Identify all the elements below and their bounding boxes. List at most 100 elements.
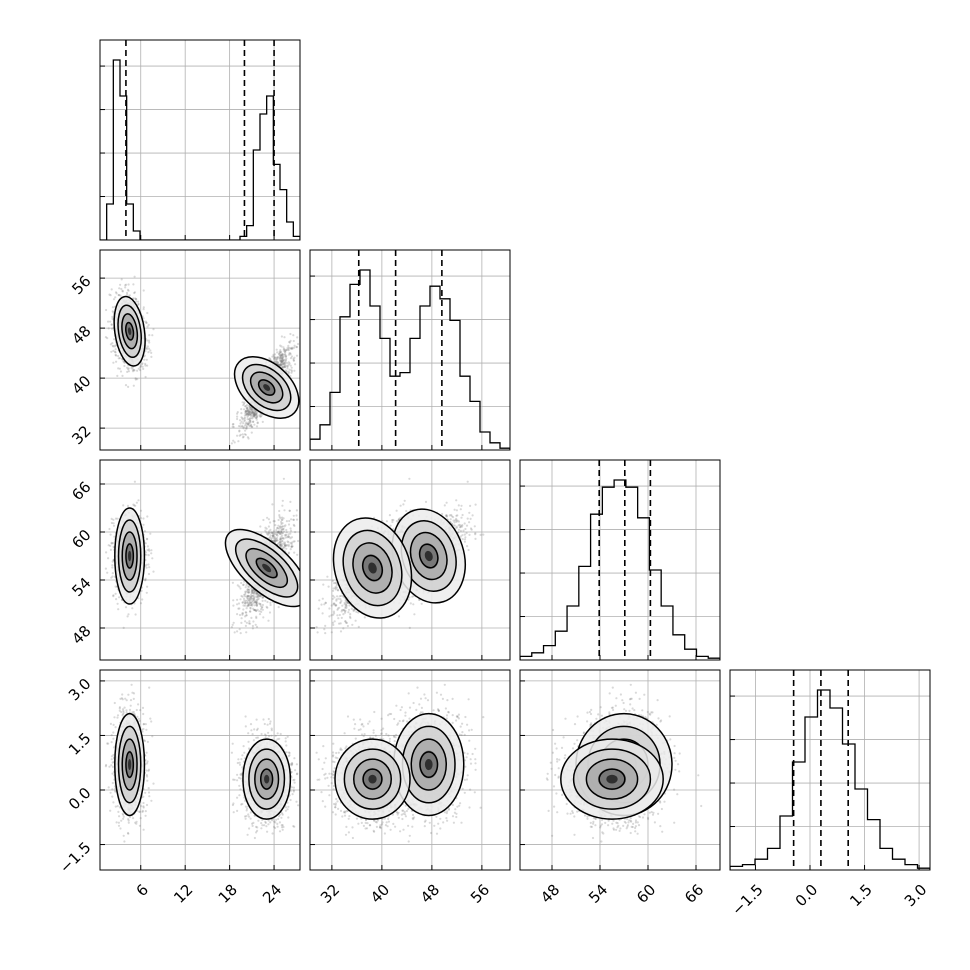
scatter-point [146, 345, 149, 348]
scatter-point [122, 360, 125, 363]
scatter-point [107, 544, 110, 547]
scatter-point [251, 594, 254, 598]
scatter-point [280, 363, 283, 367]
scatter-point [257, 597, 260, 600]
scatter-point [146, 325, 149, 328]
scatter-point [286, 364, 289, 367]
scatter-point [239, 598, 242, 601]
scatter-point [132, 384, 135, 387]
scatter-point [259, 604, 262, 608]
scatter-point [264, 529, 267, 532]
scatter-point [287, 353, 291, 356]
scatter-point [252, 594, 255, 597]
scatter-point [251, 412, 254, 415]
scatter-point [241, 418, 244, 421]
scatter-point [249, 407, 252, 410]
scatter-point [281, 359, 284, 362]
scatter-point [297, 539, 300, 543]
scatter-point [287, 551, 291, 554]
scatter-point [150, 552, 153, 555]
scatter-point [245, 412, 248, 415]
scatter-point [249, 411, 253, 414]
scatter-point [281, 518, 284, 521]
scatter-point [280, 345, 283, 348]
scatter-point [245, 404, 249, 407]
scatter-point [249, 425, 252, 428]
scatter-point [242, 583, 245, 587]
scatter-point [279, 543, 282, 546]
scatter-point [134, 377, 137, 380]
density-cluster [113, 295, 146, 367]
scatter-point [279, 356, 282, 359]
scatter-point [124, 606, 128, 609]
scatter-point [280, 360, 283, 363]
scatter-point [124, 384, 128, 387]
scatter-point [276, 351, 279, 354]
scatter-point [281, 359, 284, 362]
scatter-point [282, 365, 285, 368]
scatter-point [258, 593, 261, 596]
scatter-point [292, 339, 295, 343]
scatter-point [245, 614, 248, 617]
scatter-point [295, 354, 299, 357]
scatter-point [283, 336, 286, 339]
scatter-point [123, 364, 126, 368]
scatter-point [251, 417, 254, 420]
scatter-point [288, 352, 291, 355]
scatter-point [247, 409, 250, 412]
scatter-point [240, 621, 243, 625]
scatter-point [112, 518, 115, 521]
scatter-point [256, 415, 259, 418]
scatter-point [244, 429, 247, 432]
scatter-point [240, 416, 243, 419]
scatter-point [149, 532, 152, 535]
scatter-point [246, 415, 249, 418]
scatter-point [127, 289, 130, 292]
scatter-point [122, 504, 125, 507]
scatter-point [146, 538, 149, 541]
scatter-point [131, 370, 135, 373]
scatter-point [241, 613, 244, 616]
scatter-point [115, 292, 118, 295]
scatter-point [126, 370, 129, 373]
scatter-point [248, 413, 251, 416]
scatter-point [282, 349, 285, 352]
scatter-point [267, 518, 270, 521]
scatter-point [141, 365, 144, 368]
scatter-point [281, 499, 284, 502]
scatter-point [145, 553, 148, 556]
scatter-point [259, 595, 262, 598]
scatter-point [236, 434, 239, 437]
scatter-point [134, 504, 137, 507]
scatter-point [253, 604, 256, 607]
scatter-point [282, 346, 285, 349]
scatter-point [276, 361, 279, 364]
scatter-point [152, 570, 155, 573]
scatter-point [281, 357, 284, 360]
scatter-point [257, 602, 261, 605]
scatter-point [132, 283, 135, 286]
scatter-point [275, 533, 278, 536]
scatter-point [247, 410, 250, 413]
scatter-point [287, 346, 291, 349]
scatter-point [255, 601, 258, 604]
scatter-point [246, 406, 249, 409]
scatter-point [137, 300, 140, 303]
scatter-point [104, 567, 107, 570]
scatter-point [270, 537, 273, 540]
scatter-point [118, 287, 121, 290]
scatter-point [110, 323, 113, 326]
scatter-point [285, 362, 288, 365]
scatter-point [239, 422, 242, 425]
scatter-point [111, 566, 114, 569]
scatter-point [250, 587, 253, 590]
scatter-point [146, 364, 149, 367]
scatter-point [260, 594, 263, 598]
scatter-point [253, 415, 256, 418]
scatter-point [114, 592, 117, 595]
scatter-point [145, 321, 148, 324]
scatter-point [256, 596, 259, 599]
scatter-point [149, 349, 152, 352]
scatter-point [287, 363, 290, 366]
